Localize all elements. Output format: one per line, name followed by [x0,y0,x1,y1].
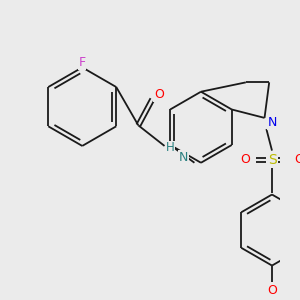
Text: F: F [79,56,86,69]
Text: O: O [267,284,277,297]
Text: O: O [294,153,300,167]
Text: H: H [166,141,175,154]
Text: N: N [267,116,277,129]
Text: O: O [154,88,164,101]
Text: N: N [178,151,188,164]
Text: O: O [240,153,250,167]
Text: S: S [268,153,276,167]
